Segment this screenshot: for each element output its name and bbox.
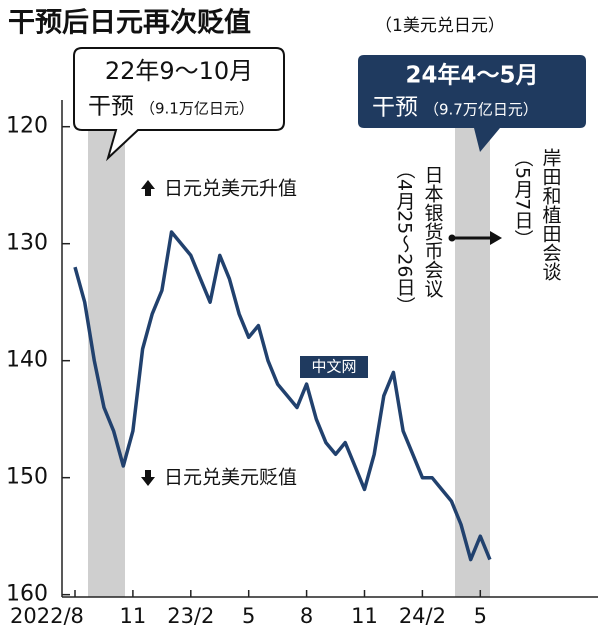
event-date: （5月7日）: [512, 148, 534, 248]
y-tick-label: 130: [6, 231, 48, 256]
y-tick-label: 120: [6, 114, 48, 139]
shade: [455, 100, 490, 597]
shade: [88, 100, 125, 597]
event-label: 岸田和植田会谈: [540, 148, 562, 281]
x-tick-label: 5: [242, 604, 255, 628]
chart-title: 干预后日元再次贬值: [8, 8, 251, 39]
arrow-down: [141, 470, 155, 486]
watermark-box: [300, 356, 368, 378]
callout: [73, 47, 285, 162]
x-tick-label: 23/2: [167, 604, 214, 628]
callout-amount: （9.1万亿日元）: [140, 100, 254, 118]
event-label: 日本银货币会议: [422, 165, 444, 298]
note-up: 日元兑美元升值: [164, 178, 297, 200]
callout-amount: （9.7万亿日元）: [424, 101, 538, 119]
y-tick-label: 150: [6, 465, 48, 490]
x-tick-label: 5: [474, 604, 487, 628]
callout: [358, 55, 586, 152]
callout-period: 24年4～5月: [405, 62, 538, 89]
event-date: （4月25～26日）: [394, 160, 416, 315]
x-tick-label: 2022/8: [10, 604, 84, 628]
price-line: [73, 230, 492, 562]
arrow-head: [490, 231, 502, 245]
y-tick-label: 160: [6, 582, 48, 607]
callout-label: 干预: [88, 94, 134, 120]
x-tick-label: 11: [351, 604, 378, 628]
note-down: 日元兑美元贬值: [164, 467, 297, 489]
y-tick-label: 140: [6, 348, 48, 373]
x-tick-label: 8: [300, 604, 313, 628]
callout-label: 干预: [372, 95, 418, 121]
x-tick-label: 24/2: [399, 604, 446, 628]
callout-period: 22年9～10月: [105, 57, 253, 85]
chart-subtitle: （1美元兑日元）: [375, 16, 505, 36]
plot-area: [61, 100, 598, 598]
x-tick-label: 11: [120, 604, 147, 628]
watermark: 中文网: [311, 358, 356, 376]
arrow-up: [141, 180, 155, 196]
